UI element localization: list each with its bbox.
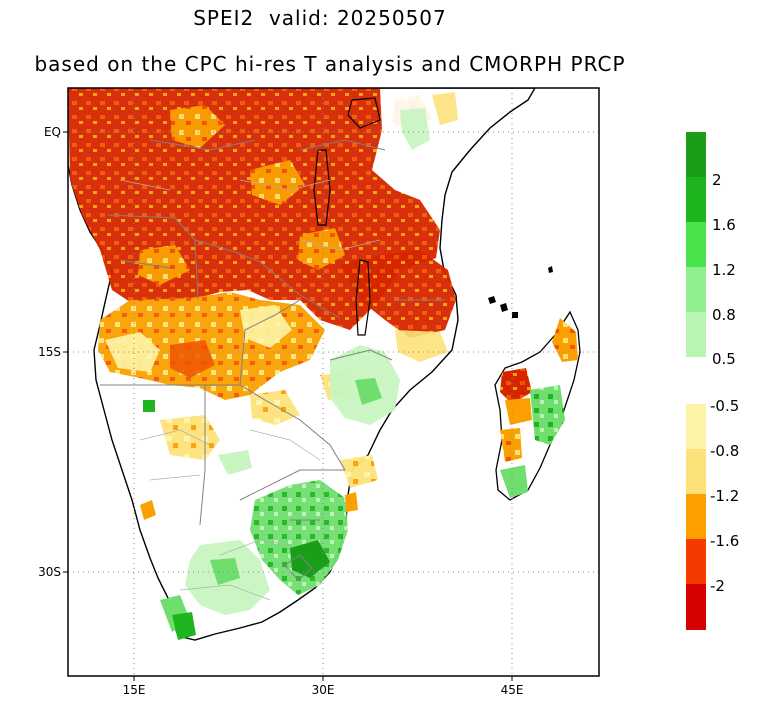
lake-victoria [347, 97, 381, 129]
colorbar-dry-2 [686, 584, 706, 630]
x-tick-15e: 15E [123, 683, 146, 697]
x-tick-30e: 30E [312, 683, 335, 697]
y-tick-15s: 15S [38, 345, 61, 359]
colorbar-dry [686, 404, 706, 630]
colorbar-wet-1-2 [686, 267, 706, 312]
colorbar-label-neg-0-8: -0.8 [710, 442, 739, 460]
colorbar-dry-0-8 [686, 449, 706, 494]
map-panel [68, 88, 599, 676]
graticule [68, 88, 599, 676]
colorbar-dry-1-2 [686, 494, 706, 539]
colorbar-wet-top [686, 132, 706, 177]
drought-pockets-north [138, 95, 432, 285]
colorbar-wet-0-8 [686, 312, 706, 357]
map-title: SPEI2 valid: 20250507 [193, 6, 447, 30]
lake-tanganyika [313, 149, 331, 226]
colorbar-label-1-2: 1.2 [712, 261, 736, 279]
colorbar-dry-1-6 [686, 539, 706, 584]
colorbar-label-0-8: 0.8 [712, 306, 736, 324]
axis-ticks [63, 131, 513, 681]
colorbar-label-neg-1-6: -1.6 [710, 532, 739, 550]
colorbar-label-1-6: 1.6 [712, 216, 736, 234]
map-subtitle: based on the CPC hi-res T analysis and C… [34, 52, 626, 76]
y-tick-eq: EQ [44, 125, 61, 139]
y-tick-30s: 30S [38, 565, 61, 579]
country-borders [100, 139, 445, 581]
x-tick-45e: 45E [501, 683, 524, 697]
colorbar-dry-0-5 [686, 404, 706, 449]
map-frame [67, 87, 600, 677]
lake-malawi [355, 259, 371, 336]
colorbar-wet-1-6 [686, 222, 706, 267]
colorbar-wet-2 [686, 177, 706, 222]
colorbar-label-neg-1-2: -1.2 [710, 487, 739, 505]
colorbar-wet [686, 132, 706, 357]
comoros-islands [488, 266, 553, 318]
colorbar-label-2: 2 [712, 171, 722, 189]
colorbar-label-neg-2: -2 [710, 577, 725, 595]
admin-borders [119, 179, 381, 601]
colorbar-label-neg-0-5: -0.5 [710, 397, 739, 415]
dry-patches-south [160, 372, 378, 488]
colorbar-label-0-5: 0.5 [712, 350, 736, 368]
